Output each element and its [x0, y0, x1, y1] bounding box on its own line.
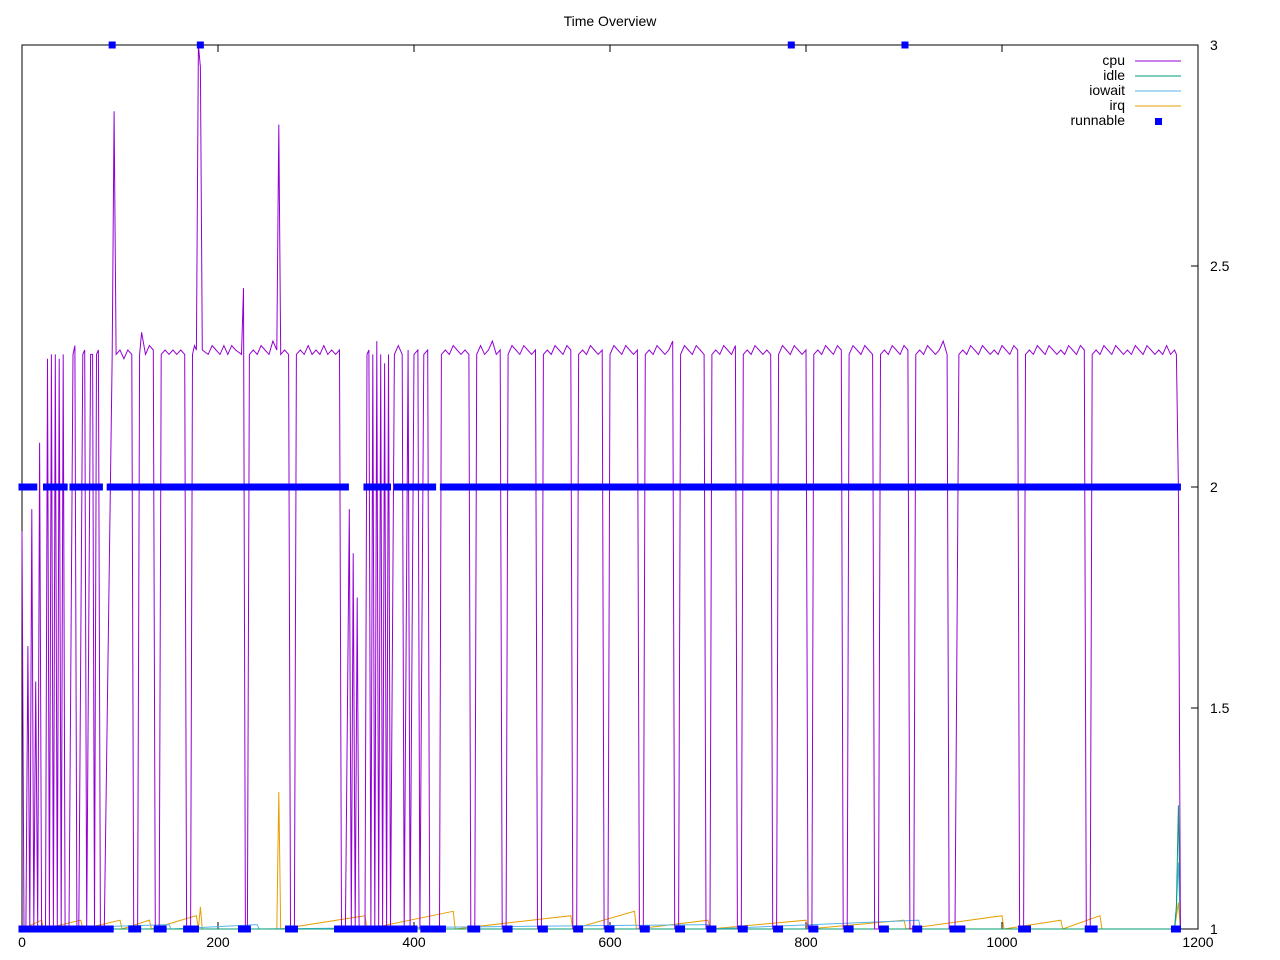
runnable-point — [540, 925, 548, 933]
runnable-point — [678, 925, 686, 933]
runnable-point — [846, 925, 854, 933]
runnable-point — [881, 925, 889, 933]
runnable-point — [1173, 483, 1181, 491]
legend-label-irq: irq — [1109, 97, 1125, 113]
runnable-point — [134, 925, 142, 933]
runnable-point — [410, 925, 418, 933]
x-tick-label: 600 — [598, 934, 622, 950]
runnable-point — [108, 41, 116, 49]
y-tick-label: 1.5 — [1210, 700, 1230, 716]
runnable-point — [776, 925, 784, 933]
x-tick-label: 800 — [794, 934, 818, 950]
series-line-iowait — [21, 862, 1181, 930]
runnable-point — [30, 483, 38, 491]
legend-label-cpu: cpu — [1102, 52, 1125, 68]
runnable-point — [576, 925, 584, 933]
runnable-point — [106, 925, 114, 933]
runnable-point — [709, 925, 717, 933]
runnable-point — [740, 925, 748, 933]
y-tick-label: 3 — [1210, 37, 1218, 53]
series-line-cpu — [21, 44, 1181, 930]
runnable-point — [901, 41, 909, 49]
runnable-point — [159, 925, 167, 933]
legend-swatch-runnable — [1155, 118, 1162, 125]
x-tick-label: 0 — [18, 934, 26, 950]
series-layer — [18, 41, 1181, 933]
runnable-point — [642, 925, 650, 933]
runnable-point — [384, 483, 392, 491]
runnable-point — [438, 925, 446, 933]
runnable-point — [191, 925, 199, 933]
runnable-point — [429, 483, 437, 491]
runnable-point — [607, 925, 615, 933]
series-line-irq — [21, 791, 1181, 930]
legend-label-runnable: runnable — [1071, 112, 1126, 128]
series-points-runnable — [18, 41, 1181, 933]
chart-title: Time Overview — [564, 13, 658, 29]
runnable-point — [423, 925, 431, 933]
x-tick-label: 1000 — [986, 934, 1017, 950]
runnable-point — [243, 925, 251, 933]
runnable-point — [196, 41, 204, 49]
runnable-point — [398, 925, 406, 933]
series-line-idle — [22, 805, 1181, 930]
runnable-point — [341, 483, 349, 491]
x-tick-label: 200 — [206, 934, 230, 950]
runnable-point — [969, 483, 977, 491]
runnable-point — [60, 483, 68, 491]
y-tick-label: 1 — [1210, 921, 1218, 937]
y-tick-label: 2 — [1210, 479, 1218, 495]
runnable-point — [505, 925, 513, 933]
runnable-point — [811, 925, 819, 933]
legend-label-idle: idle — [1103, 67, 1125, 83]
runnable-point — [787, 41, 795, 49]
runnable-point — [473, 925, 481, 933]
x-tick-label: 1200 — [1182, 934, 1213, 950]
legend-label-iowait: iowait — [1089, 82, 1125, 98]
x-tick-label: 400 — [402, 934, 426, 950]
runnable-point — [915, 925, 923, 933]
runnable-point — [1173, 925, 1181, 933]
runnable-point — [1023, 925, 1031, 933]
runnable-point — [95, 483, 103, 491]
y-tick-label: 2.5 — [1210, 258, 1230, 274]
runnable-point — [1090, 925, 1098, 933]
runnable-point — [958, 925, 966, 933]
runnable-point — [290, 925, 298, 933]
